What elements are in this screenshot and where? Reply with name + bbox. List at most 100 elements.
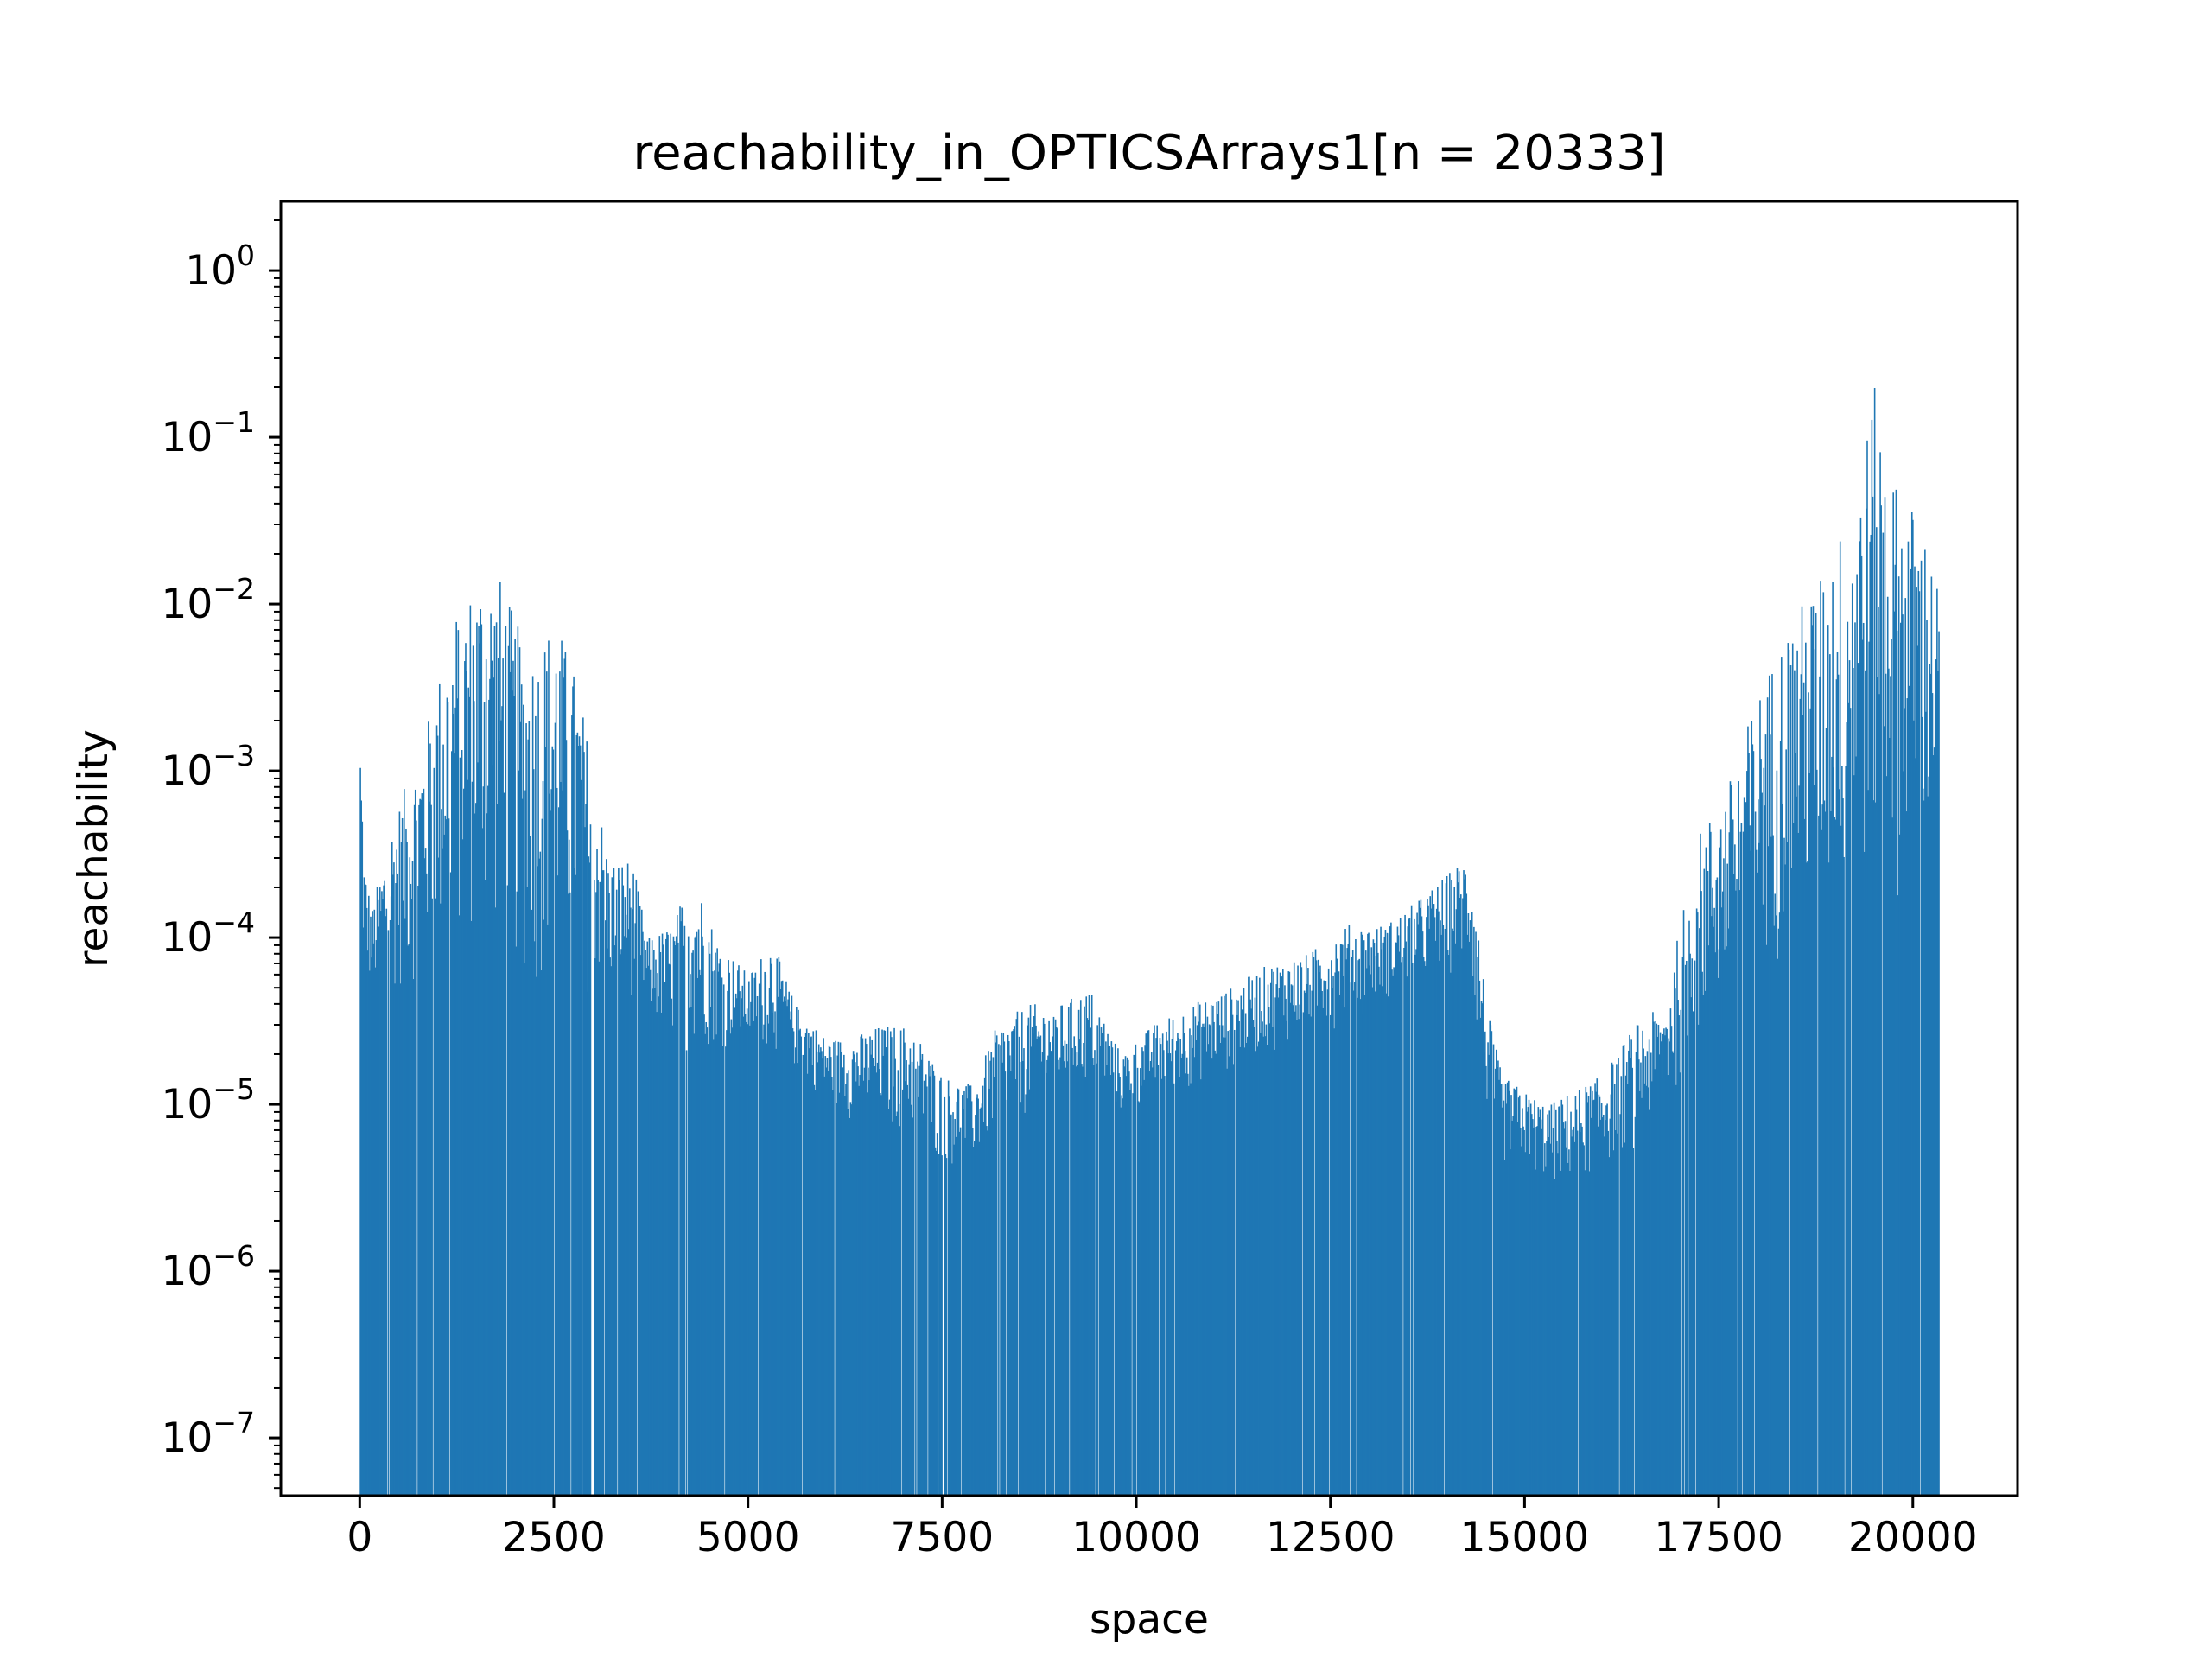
bar — [381, 891, 383, 1496]
bar — [1421, 916, 1423, 1496]
bar — [1894, 564, 1897, 1496]
bar — [1687, 1035, 1688, 1496]
bar — [1559, 1106, 1560, 1496]
bar — [1049, 1042, 1051, 1496]
bar — [1547, 1114, 1548, 1496]
bar — [1293, 962, 1295, 1496]
bar — [1802, 715, 1804, 1496]
bar — [879, 1069, 880, 1496]
bar — [1479, 1017, 1482, 1496]
bar — [940, 1077, 942, 1496]
bar — [1480, 1001, 1483, 1496]
bar — [881, 1029, 883, 1496]
bar — [1009, 1055, 1011, 1496]
bar — [664, 982, 666, 1496]
bar — [749, 1025, 751, 1496]
bar — [966, 1098, 968, 1496]
bar — [1822, 592, 1825, 1496]
bar — [731, 1027, 734, 1496]
bar — [408, 944, 410, 1496]
bar — [528, 721, 531, 1496]
bar — [1149, 1060, 1152, 1496]
bar — [793, 1063, 796, 1496]
bar — [1222, 1037, 1224, 1496]
bar — [725, 1046, 727, 1496]
bar — [1938, 631, 1940, 1496]
bar — [887, 1109, 890, 1496]
bar — [1656, 1023, 1658, 1496]
bar — [1085, 996, 1088, 1496]
bar — [856, 1052, 858, 1496]
bar — [1738, 890, 1741, 1496]
bar — [1138, 1102, 1141, 1496]
bar — [1606, 1103, 1608, 1496]
bar — [1094, 1050, 1096, 1496]
bar — [1548, 1137, 1549, 1496]
bar — [1891, 817, 1893, 1496]
bar — [409, 857, 411, 1496]
bar — [669, 964, 671, 1496]
bar — [746, 1008, 748, 1496]
bar — [639, 955, 642, 1496]
bar — [1825, 728, 1827, 1496]
bar — [928, 1060, 930, 1496]
bar — [1117, 1048, 1119, 1496]
bar — [1339, 944, 1342, 1496]
bar — [563, 677, 565, 1496]
bar — [504, 916, 506, 1496]
bar — [737, 970, 739, 1496]
bar — [1152, 1067, 1154, 1496]
bar — [788, 991, 791, 1496]
bar — [1836, 652, 1839, 1496]
bar — [632, 873, 634, 1496]
bars — [359, 388, 1940, 1497]
bar — [1062, 1045, 1065, 1496]
bar — [738, 965, 740, 1496]
bar — [1827, 625, 1829, 1496]
bar — [1907, 541, 1910, 1496]
bar — [1400, 962, 1402, 1496]
bar — [1357, 997, 1358, 1496]
bar — [1797, 832, 1799, 1496]
bar — [715, 952, 716, 1496]
bar — [481, 828, 484, 1496]
bar — [499, 582, 501, 1496]
bar — [1573, 1126, 1575, 1496]
bar — [1550, 1104, 1553, 1496]
bar — [1003, 1041, 1006, 1496]
bar — [1205, 1051, 1208, 1496]
bar — [821, 1051, 823, 1496]
bar — [1535, 1126, 1537, 1496]
bar — [1726, 946, 1727, 1496]
bar — [1743, 797, 1745, 1496]
bar — [1791, 643, 1794, 1496]
bar — [1564, 1121, 1567, 1496]
bar — [1835, 679, 1838, 1496]
bar — [1662, 1033, 1664, 1496]
bar — [1654, 1069, 1656, 1496]
bar — [1756, 872, 1758, 1496]
bar — [1411, 963, 1414, 1496]
bar — [383, 885, 385, 1496]
bar — [563, 658, 566, 1496]
bar — [398, 811, 401, 1496]
bar — [1681, 957, 1684, 1496]
bar — [658, 936, 661, 1496]
bar — [1383, 936, 1386, 1496]
bar — [1357, 960, 1359, 1496]
bar — [1515, 1109, 1517, 1496]
bar — [1815, 613, 1817, 1496]
bar — [1432, 930, 1434, 1496]
bar — [908, 1064, 911, 1496]
bar — [1199, 1004, 1201, 1496]
bar — [1845, 766, 1847, 1496]
bar — [935, 1150, 938, 1496]
bar — [1472, 976, 1474, 1496]
bar — [1913, 720, 1915, 1496]
bar — [521, 798, 524, 1496]
bar — [478, 626, 480, 1496]
bar — [957, 1088, 959, 1496]
bar — [400, 842, 403, 1496]
bar — [1620, 1076, 1623, 1496]
bar — [1157, 1065, 1160, 1496]
